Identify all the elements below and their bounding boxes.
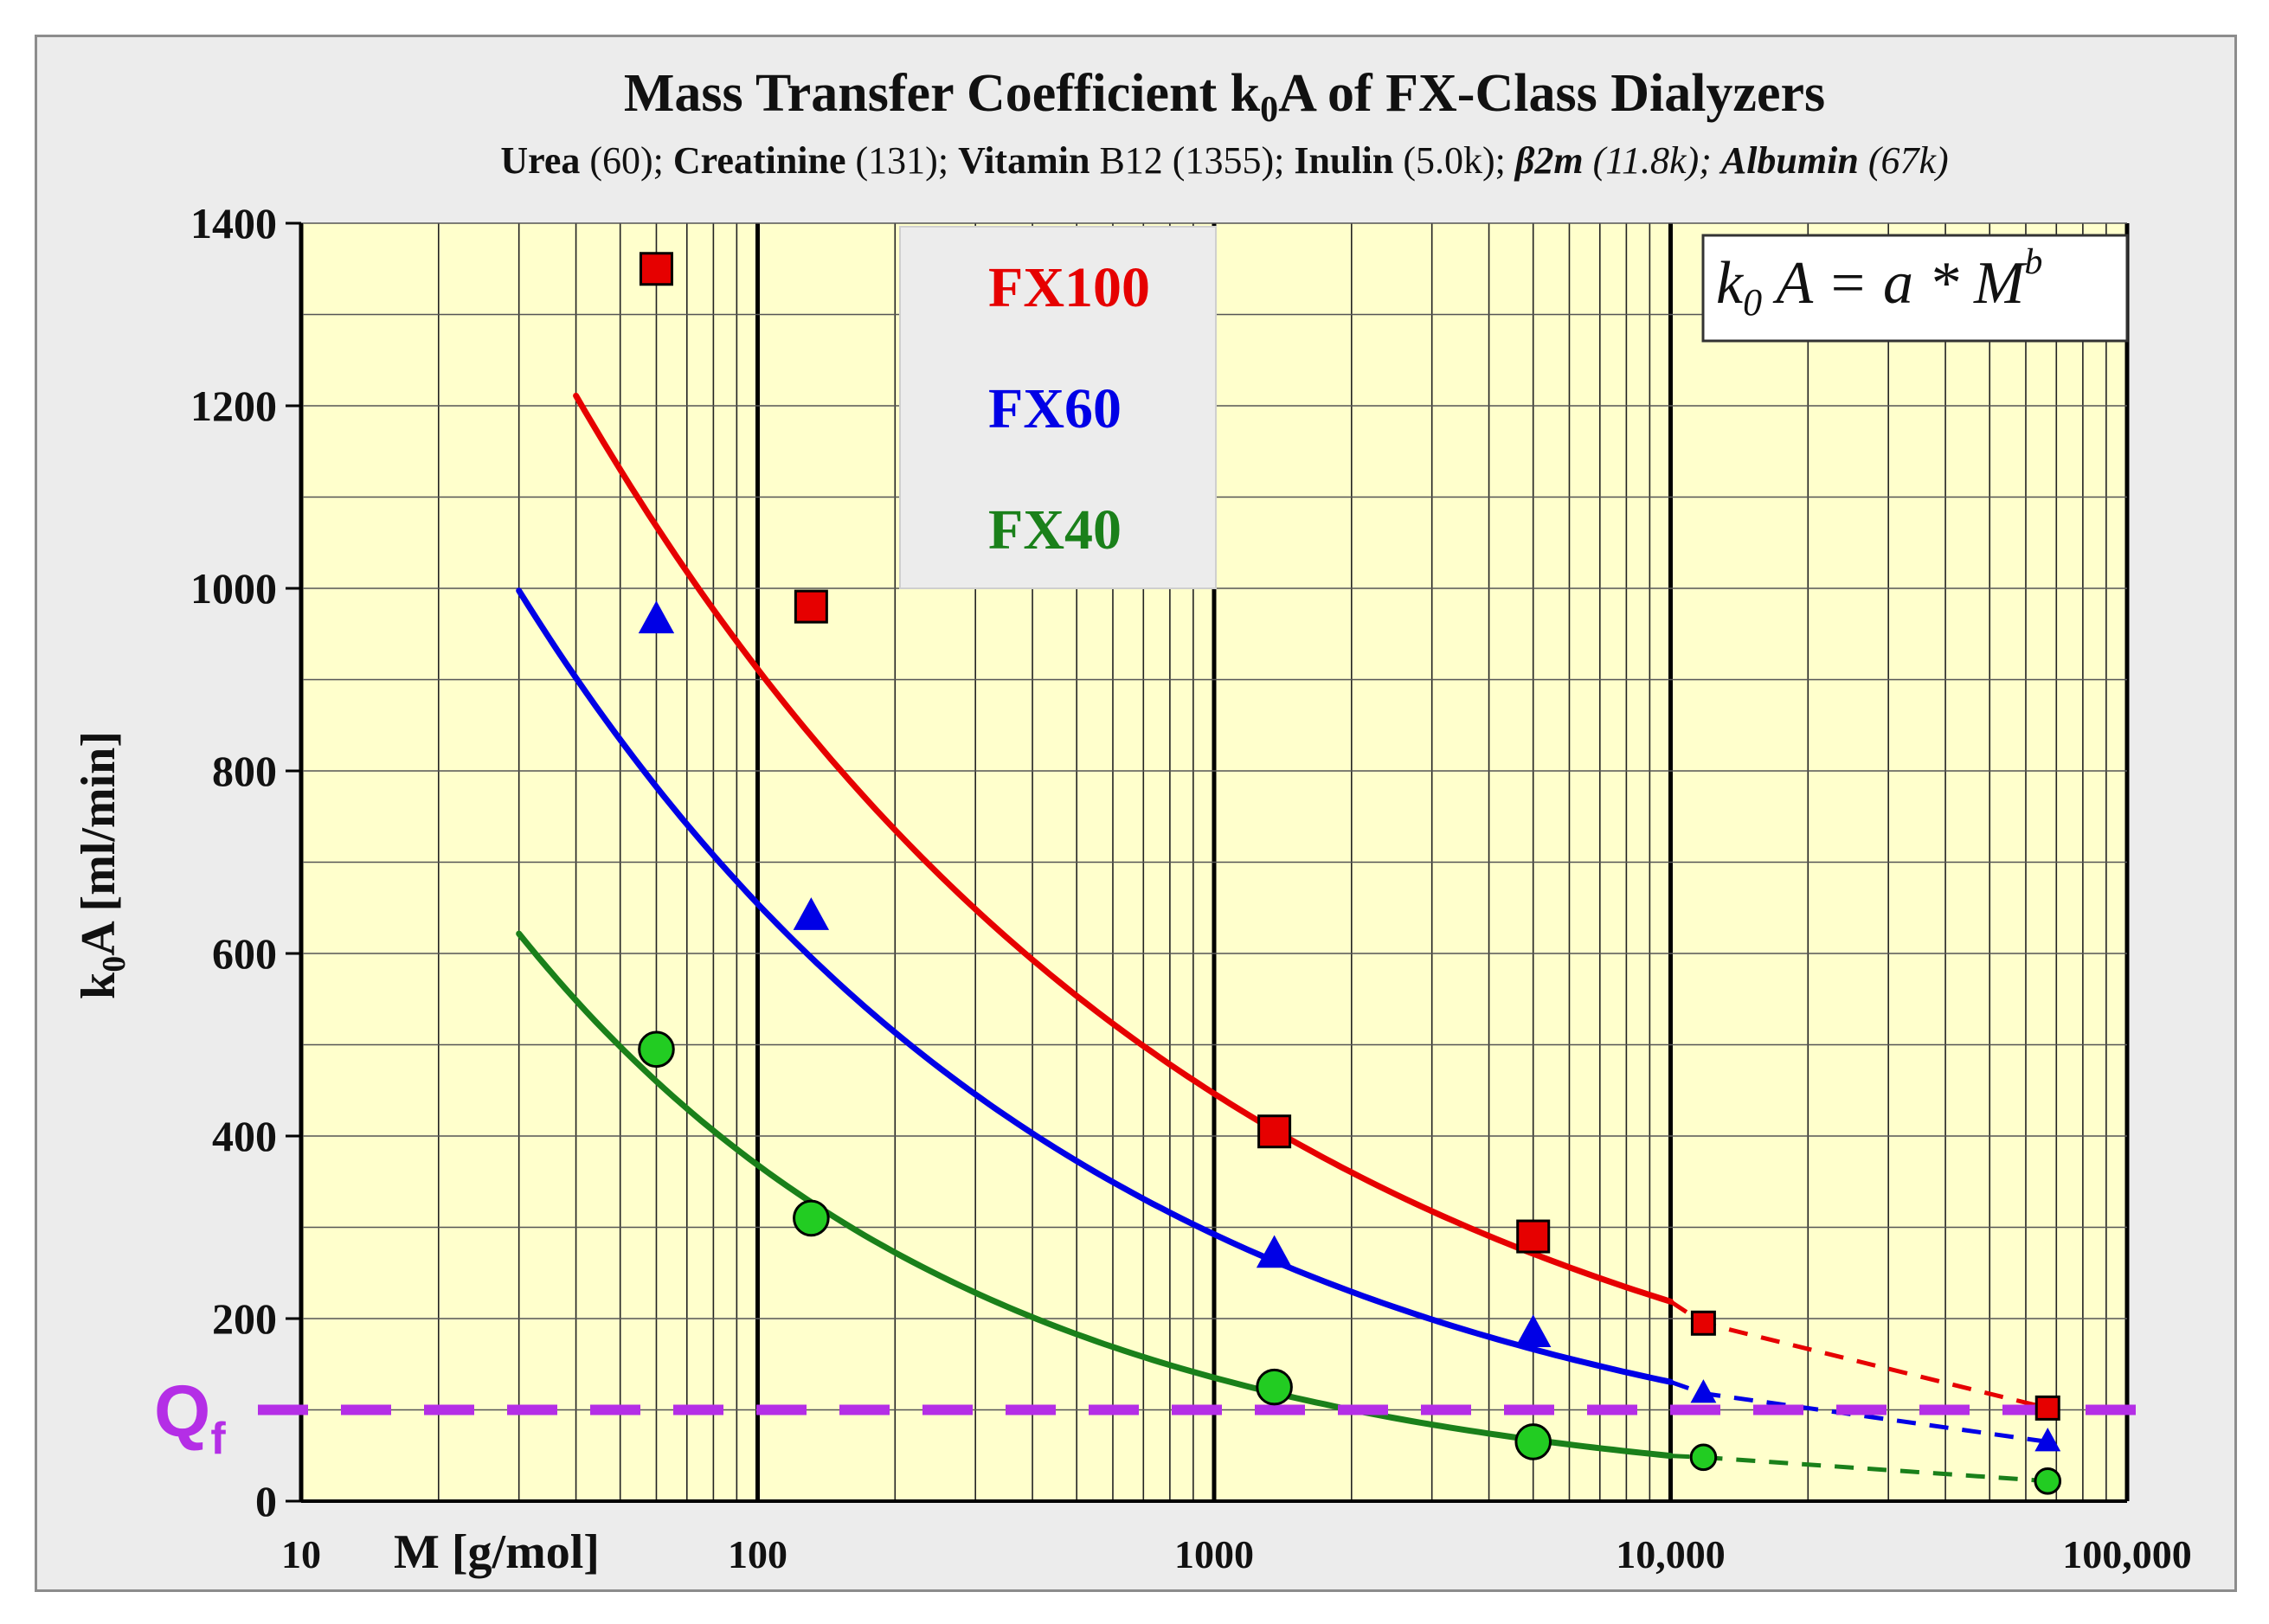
marker-extrapolated-fx60 <box>1690 1379 1717 1403</box>
legend-label-fx100: FX100 <box>988 256 1150 319</box>
x-tick-label: 10 <box>281 1532 321 1576</box>
y-tick-label: 1400 <box>190 199 277 247</box>
marker-extrapolated-fx40 <box>1689 1443 1718 1472</box>
marker-fx40 <box>793 1199 830 1237</box>
formula-text: k0 A = a * Mb <box>1716 242 2042 324</box>
x-axis-label: M [g/mol] <box>394 1525 600 1579</box>
marker-fx60 <box>793 897 830 930</box>
marker-fx100 <box>1516 1219 1551 1254</box>
legend-label-fx60: FX60 <box>988 377 1122 440</box>
qf-label: Qf <box>154 1370 226 1464</box>
legend: FX100 FX60 FX40 <box>899 226 1217 589</box>
chart-title: Mass Transfer Coefficient k0A of FX-Clas… <box>624 64 1825 130</box>
formula-box-frame <box>1701 234 2129 343</box>
x-tick-label: 100 <box>728 1532 787 1576</box>
axes <box>299 223 2127 1503</box>
marker-fx60 <box>1256 1235 1293 1268</box>
grid <box>299 222 2130 1502</box>
y-tick-label: 200 <box>212 1294 277 1343</box>
y-tick-label: 1200 <box>190 382 277 430</box>
y-tick-label: 400 <box>212 1112 277 1160</box>
y-tick-label: 600 <box>212 929 277 978</box>
fit-curve-fx60 <box>516 587 1674 1385</box>
marker-extrapolated-fx40 <box>2034 1467 2062 1495</box>
formula-box: k0 A = a * Mb <box>1701 234 2129 343</box>
legend-box <box>899 226 1217 589</box>
marker-fx100 <box>1257 1114 1292 1149</box>
marker-fx100 <box>794 589 828 624</box>
x-tick-labels: 10 100 1000 10,000 100,000 <box>281 1532 2192 1576</box>
marker-extrapolated-fx100 <box>1690 1310 1716 1336</box>
fit-curve-fx100 <box>573 392 1674 1305</box>
x-tick-label: 100,000 <box>2062 1532 2192 1576</box>
marker-fx40 <box>1256 1368 1293 1406</box>
extrapolation-line-fx40 <box>1670 1454 2048 1484</box>
y-tick-labels: 0 200 400 600 800 1000 1200 1400 <box>190 199 301 1525</box>
y-tick-label: 0 <box>255 1477 277 1525</box>
y-tick-label: 1000 <box>190 564 277 613</box>
marker-fx40 <box>1514 1423 1552 1460</box>
fit-curves <box>516 392 2048 1484</box>
y-axis-label: k0A [ml/min] <box>72 731 132 999</box>
fit-curve-fx40 <box>516 930 1674 1460</box>
x-tick-label: 10,000 <box>1616 1532 1726 1576</box>
marker-fx60 <box>1515 1314 1552 1348</box>
y-tick-label: 800 <box>212 747 277 795</box>
marker-extrapolated-fx100 <box>2034 1395 2060 1421</box>
chart-subtitle: Urea (60); Creatinine (131); Vitamin B12… <box>500 139 1948 182</box>
x-tick-label: 1000 <box>1174 1532 1254 1576</box>
marker-extrapolated-fx60 <box>2034 1428 2061 1452</box>
marker-fx40 <box>638 1030 675 1069</box>
legend-label-fx40: FX40 <box>988 498 1122 562</box>
marker-fx60 <box>638 600 675 634</box>
marker-fx100 <box>639 252 673 286</box>
